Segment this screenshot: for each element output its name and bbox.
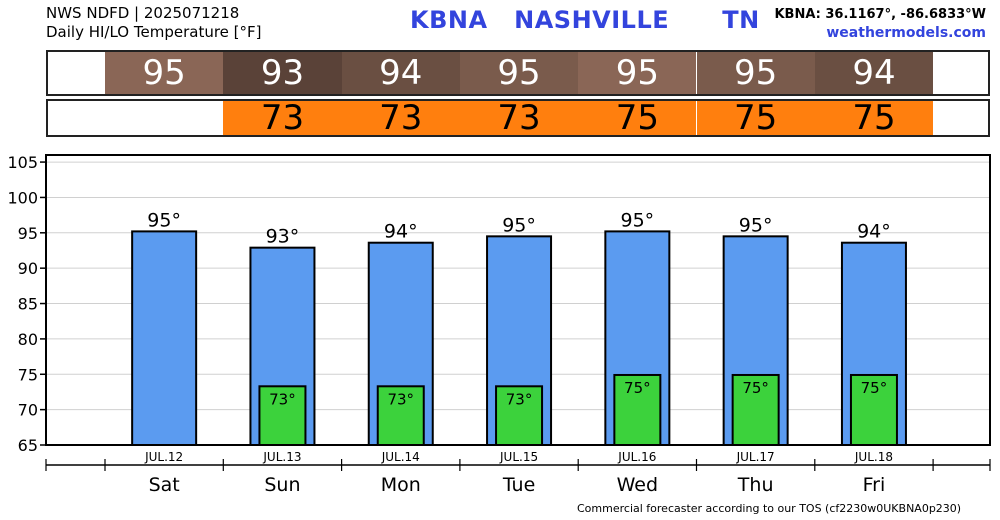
low-bar	[258, 385, 307, 447]
location-title: KBNA NASHVILLE TN	[410, 6, 760, 34]
day-label: Wed	[617, 474, 658, 496]
product-label: Daily HI/LO Temperature [°F]	[46, 23, 262, 41]
date-label: JUL.16	[617, 450, 656, 464]
site-link[interactable]: weathermodels.com	[826, 25, 986, 41]
y-tick-label: 100	[7, 188, 38, 207]
y-tick-label: 65	[18, 436, 38, 455]
hi-strip-cell: 95	[459, 52, 579, 94]
high-bar-label: 95°	[739, 214, 773, 236]
hi-strip-cell: 95	[105, 52, 224, 94]
day-label: Sun	[264, 474, 300, 496]
day-label: Sat	[149, 474, 180, 496]
date-label: JUL.18	[854, 450, 893, 464]
y-tick-label: 85	[18, 295, 38, 314]
hi-strip-cell: 94	[814, 52, 934, 94]
date-label: JUL.14	[381, 450, 420, 464]
lo-strip-cell: 73	[341, 98, 460, 138]
high-bar-label: 95°	[502, 214, 536, 236]
y-tick-label: 75	[18, 365, 38, 384]
date-label: JUL.17	[736, 450, 775, 464]
low-bar-label: 75°	[861, 379, 888, 397]
hi-strip-cell: 95	[578, 52, 697, 94]
low-bar-label: 73°	[269, 390, 296, 408]
y-tick-label: 70	[18, 401, 38, 420]
low-bar	[613, 373, 662, 447]
lo-strip-cell: 75	[814, 98, 934, 138]
y-tick-label: 105	[7, 153, 38, 172]
date-label: JUL.12	[144, 450, 183, 464]
header-right: KBNA: 36.1167°, -86.6833°W weathermodels…	[774, 6, 986, 42]
city-name: NASHVILLE	[514, 6, 670, 34]
coordinates: KBNA: 36.1167°, -86.6833°W	[774, 7, 986, 22]
high-bar-label: 94°	[384, 221, 418, 243]
lo-strip-cell: 75	[578, 98, 697, 138]
station-id: KBNA	[410, 6, 488, 34]
y-tick-label: 80	[18, 330, 38, 349]
day-label: Fri	[863, 474, 886, 496]
lo-strip-cell: 73	[223, 98, 342, 138]
low-bar	[731, 373, 780, 447]
date-label: JUL.15	[499, 450, 538, 464]
high-bar-label: 95°	[147, 209, 181, 231]
low-bar-label: 75°	[742, 379, 769, 397]
low-bar-label: 75°	[624, 379, 651, 397]
hi-strip-cell: 93	[223, 52, 342, 94]
plot-frame	[45, 154, 991, 446]
hi-strip-cell: 95	[696, 52, 815, 94]
state-name: TN	[722, 6, 760, 34]
low-temp-strip: 73 73 73 75 75 75	[46, 98, 990, 138]
lo-strip-cell: 75	[696, 98, 815, 138]
day-label: Tue	[502, 474, 535, 496]
low-bar	[495, 385, 544, 447]
header-left: NWS NDFD | 2025071218 Daily HI/LO Temper…	[46, 4, 262, 42]
footer-note: Commercial forecaster according to our T…	[577, 502, 962, 515]
high-bar-label: 94°	[857, 221, 891, 243]
hi-strip-cell: 94	[341, 52, 460, 94]
low-bar-label: 73°	[506, 390, 533, 408]
y-tick-label: 95	[18, 224, 38, 243]
day-label: Mon	[381, 474, 421, 496]
y-tick-label: 90	[18, 259, 38, 278]
day-label: Thu	[737, 474, 774, 496]
high-bar	[131, 230, 198, 446]
date-label: JUL.13	[262, 450, 301, 464]
high-temp-strip: 95 93 94 95 95 95 94	[46, 50, 990, 96]
high-bar-label: 95°	[621, 209, 655, 231]
low-bar-label: 73°	[387, 390, 414, 408]
high-bar-label: 93°	[266, 226, 300, 248]
lo-strip-cell: 73	[459, 98, 579, 138]
model-run-label: NWS NDFD | 2025071218	[46, 4, 240, 22]
